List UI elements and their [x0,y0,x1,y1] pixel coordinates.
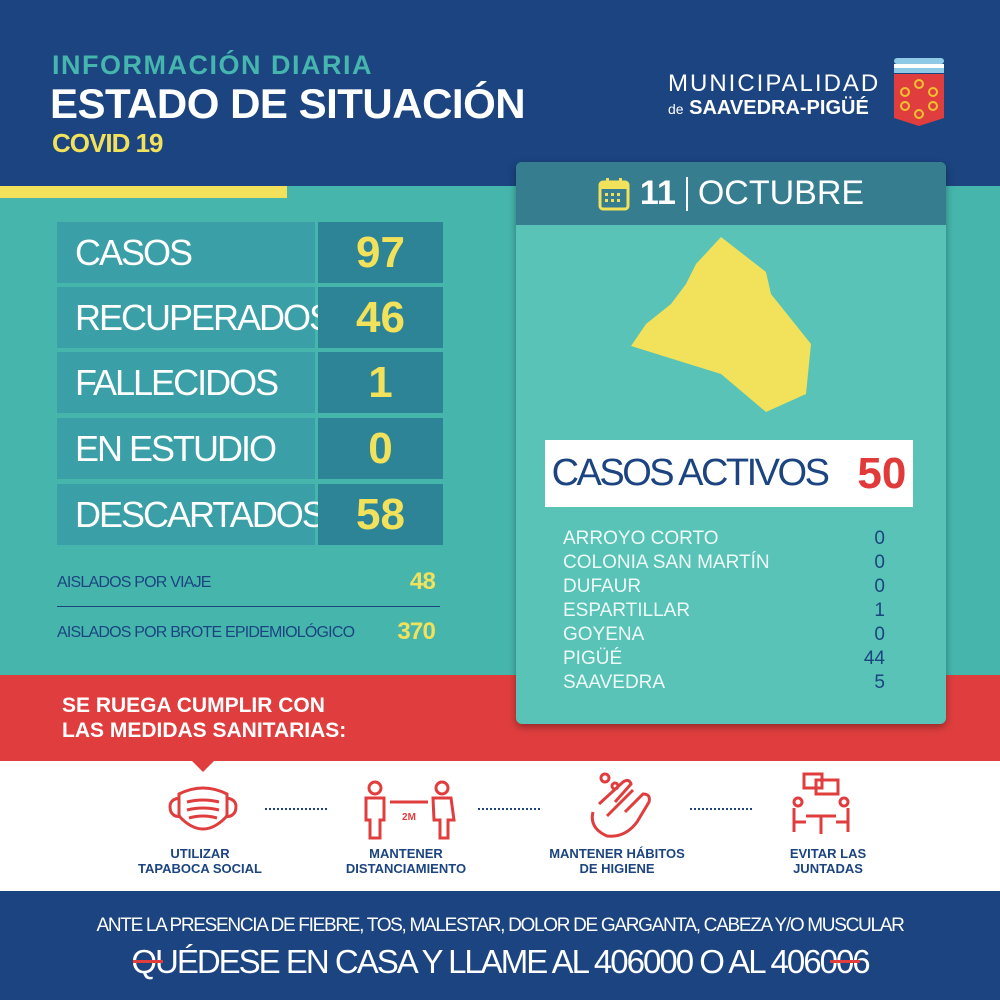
stat-row: DESCARTADOS 58 [57,484,443,545]
locality-row: COLONIA SAN MARTÍN 0 [563,552,885,573]
separator [265,808,327,810]
locality-row: ESPARTILLAR 1 [563,600,885,621]
distance-icon: 2M [364,780,456,840]
footer-symptoms: ANTE LA PRESENCIA DE FIEBRE, TOS, MALEST… [96,915,904,936]
active-cases-card: 11 OCTUBRE CASOS ACTIVOS 50 ARROYO CORTO 0 … [516,162,946,724]
locality-row: PIGÜÉ 44 [563,648,885,669]
measure-caption: EVITAR LAS JUNTADAS [789,846,867,876]
stat-row: RECUPERADOS 46 [57,287,443,348]
svg-text:2M: 2M [402,812,416,823]
date-day: 11 [639,174,676,212]
shield-crest-logo [894,58,944,126]
municipality-line1: MUNICIPALIDAD [668,70,881,97]
date-header: 11 OCTUBRE [516,162,946,225]
calendar-icon [598,177,630,210]
measure-caption: MANTENER DISTANCIAMIENTO [345,846,467,876]
district-map [631,237,811,412]
measure-caption: MANTENER HÁBITOS DE HIGIENE [549,846,685,876]
stat-row: EN ESTUDIO 0 [57,418,443,479]
locality-row: ARROYO CORTO 0 [563,528,885,549]
locality-row: GOYENA 0 [563,624,885,645]
gathering-icon [792,772,850,834]
subtitle: COVID 19 [52,128,163,158]
pointer [192,761,214,772]
separator [690,808,752,810]
isolated-travel: AISLADOS POR VIAJE 48 [57,568,436,595]
stat-row: CASOS TOTALES97 [57,222,443,334]
page-title: ESTADO DE SITUACIÓN [50,80,526,127]
isolated-outbreak: AISLADOS POR BROTE EPIDEMIOLÓGICO 370 [57,618,436,645]
accent-bar [0,186,287,198]
active-cases-box: CASOS ACTIVOS 50 [545,440,913,507]
mask-icon [168,786,238,831]
dash-decoration [133,960,163,963]
municipality-name: de SAAVEDRA-PIGÜÉ [668,97,869,119]
handwash-icon [590,772,651,838]
footer-call: QUÉDESE EN CASA Y LLAME AL 406000 O AL 4… [131,943,870,980]
locality-row: DUFAUR 0 [563,576,885,597]
measure-caption: UTILIZAR TAPABOCA SOCIAL [138,846,262,876]
date-month: OCTUBRE [697,174,865,212]
footer-band: ANTE LA PRESENCIA DE FIEBRE, TOS, MALEST… [0,891,1000,1000]
dash-decoration [830,960,860,963]
divider [57,606,440,607]
stat-row: FALLECIDOS 1 [57,352,443,413]
locality-row: SAAVEDRA 5 [563,672,885,693]
separator [478,808,540,810]
kicker: INFORMACIÓN DIARIA [52,50,373,80]
measures-band [0,761,1000,891]
header-band [0,0,1000,186]
